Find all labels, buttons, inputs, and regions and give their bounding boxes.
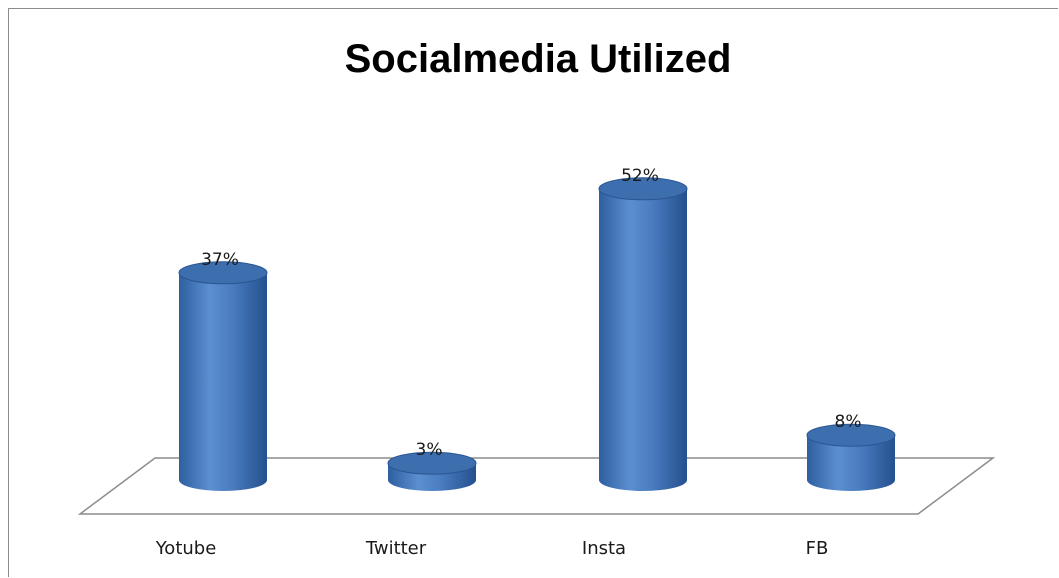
category-label-fb: FB [806,538,829,559]
value-label-fb: 8% [835,412,862,432]
category-label-twitter: Twitter [365,538,427,559]
bar-fb [806,423,896,491]
bar-body [179,272,267,491]
category-label-insta: Insta [582,538,626,559]
category-labels-group: Yotube Twitter Insta FB [155,538,829,559]
value-label-yotube: 37% [201,250,239,270]
bar-body [807,435,895,491]
category-label-yotube: Yotube [155,538,217,559]
bar-top [387,451,477,475]
bar-top [598,177,688,201]
bar-top [178,261,268,285]
bar-top [806,423,896,447]
bar-yotube [178,261,268,491]
value-label-insta: 52% [621,166,659,186]
bars-group [178,177,896,492]
bar-twitter [387,451,477,491]
chart-floor [77,457,996,515]
bar-body [599,188,687,492]
value-label-twitter: 3% [416,440,443,460]
bar-insta [598,177,688,492]
chart-title: Socialmedia Utilized [345,37,732,81]
value-labels-group: 37% 3% 52% 8% [201,166,861,460]
